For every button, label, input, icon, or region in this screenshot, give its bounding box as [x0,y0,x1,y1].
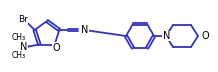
Text: O: O [202,31,210,41]
Text: N: N [163,31,170,41]
Text: Br: Br [18,15,27,24]
Text: N: N [20,42,27,52]
Text: CH₃: CH₃ [11,33,26,42]
Text: O: O [53,43,60,52]
Text: N: N [81,25,89,35]
Text: CH₃: CH₃ [11,51,26,60]
